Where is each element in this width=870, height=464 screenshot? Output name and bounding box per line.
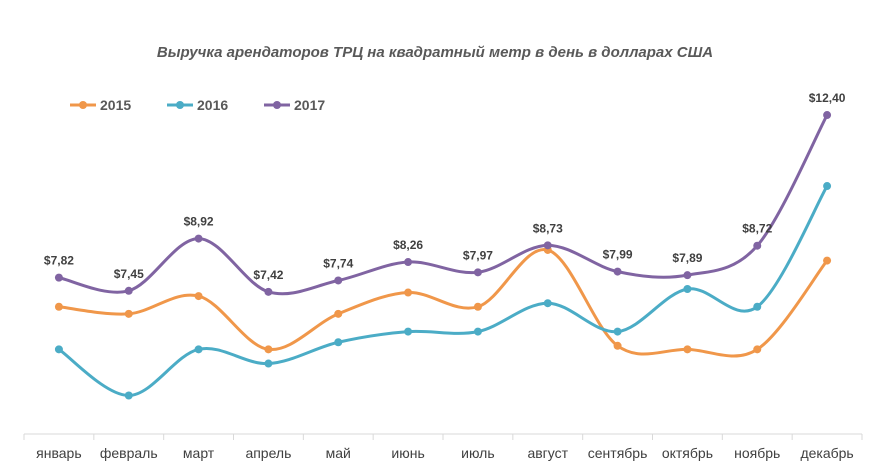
series-lines bbox=[57, 113, 829, 398]
data-label: $8,26 bbox=[393, 238, 423, 252]
data-point-2017 bbox=[194, 234, 203, 243]
legend-label: 2017 bbox=[294, 97, 325, 113]
data-label: $12,40 bbox=[809, 91, 846, 105]
data-point-2016 bbox=[683, 285, 692, 293]
data-label: $7,45 bbox=[114, 267, 144, 281]
data-label: $7,82 bbox=[44, 254, 74, 268]
data-point-2016 bbox=[543, 299, 552, 308]
x-tick-label: октябрь bbox=[662, 445, 713, 461]
legend-marker bbox=[176, 101, 184, 109]
data-point-2017 bbox=[264, 287, 273, 296]
legend-item-2016: 2016 bbox=[167, 97, 228, 113]
data-point-2016 bbox=[753, 302, 762, 311]
x-tick-label: декабрь bbox=[800, 445, 853, 461]
data-point-2016 bbox=[54, 345, 63, 354]
data-point-2015 bbox=[753, 345, 762, 354]
data-point-2017 bbox=[543, 241, 552, 250]
x-tick-label: январь bbox=[36, 445, 81, 461]
data-label: $7,97 bbox=[463, 248, 493, 262]
data-point-2015 bbox=[194, 292, 203, 301]
x-tick-label: май bbox=[326, 445, 351, 461]
data-point-2016 bbox=[613, 327, 622, 336]
data-point-2016 bbox=[194, 345, 203, 354]
data-label: $7,89 bbox=[672, 251, 702, 265]
data-point-2017 bbox=[404, 258, 413, 267]
x-tick-label: февраль bbox=[100, 445, 158, 461]
legend-item-2015: 2015 bbox=[70, 97, 131, 113]
data-point-2016 bbox=[473, 327, 482, 336]
data-label: $7,42 bbox=[253, 268, 283, 282]
x-axis: январь февраль март апрель май июнь июль август… bbox=[23, 433, 863, 461]
data-point-2016 bbox=[823, 182, 832, 191]
x-tick-label: ноябрь bbox=[734, 445, 780, 461]
series-line-2016 bbox=[57, 184, 829, 398]
chart-title: Выручка арендаторов ТРЦ на квадратный ме… bbox=[157, 44, 713, 61]
data-point-2015 bbox=[683, 345, 692, 354]
data-point-2015 bbox=[613, 341, 622, 350]
data-label: $8,92 bbox=[184, 215, 214, 229]
data-point-2017 bbox=[54, 273, 63, 282]
data-point-2016 bbox=[124, 391, 133, 400]
data-point-2016 bbox=[404, 327, 413, 336]
data-point-2015 bbox=[823, 256, 832, 265]
data-label: $7,74 bbox=[323, 256, 353, 270]
x-tick-label: июль bbox=[461, 445, 494, 461]
data-point-2017 bbox=[613, 267, 622, 276]
x-tick-label: июнь bbox=[391, 445, 424, 461]
x-tick-label: март bbox=[183, 445, 215, 461]
data-point-2017 bbox=[823, 111, 832, 120]
data-point-2016 bbox=[264, 359, 273, 368]
legend-marker bbox=[79, 101, 87, 109]
series-points bbox=[54, 111, 832, 400]
data-label: $8,72 bbox=[742, 222, 772, 236]
data-labels: $7,82 $7,45 $8,92 $7,42 $7,74 $8,26 $7,97 $8,73… bbox=[44, 91, 846, 282]
data-point-2015 bbox=[473, 302, 482, 311]
data-point-2015 bbox=[334, 309, 343, 318]
data-point-2017 bbox=[753, 241, 762, 250]
series-line-2017 bbox=[57, 113, 829, 296]
data-point-2017 bbox=[683, 271, 692, 280]
data-point-2015 bbox=[124, 309, 133, 318]
data-label: $7,99 bbox=[603, 248, 633, 262]
legend: 2015 2016 2017 bbox=[70, 97, 325, 113]
legend-label: 2015 bbox=[100, 97, 131, 113]
x-tick-label: август bbox=[527, 445, 568, 461]
data-point-2017 bbox=[473, 268, 482, 277]
data-point-2015 bbox=[54, 302, 63, 311]
x-tick-label: апрель bbox=[245, 445, 291, 461]
x-tick-label: сентябрь bbox=[588, 445, 648, 461]
legend-marker bbox=[273, 101, 281, 109]
data-point-2017 bbox=[334, 276, 343, 285]
data-point-2015 bbox=[264, 345, 273, 354]
series-line-2015 bbox=[57, 248, 829, 358]
legend-item-2017: 2017 bbox=[264, 97, 325, 113]
data-label: $8,73 bbox=[533, 221, 563, 235]
data-point-2015 bbox=[404, 288, 413, 297]
data-point-2016 bbox=[334, 338, 343, 347]
legend-label: 2016 bbox=[197, 97, 228, 113]
data-point-2017 bbox=[124, 286, 133, 295]
